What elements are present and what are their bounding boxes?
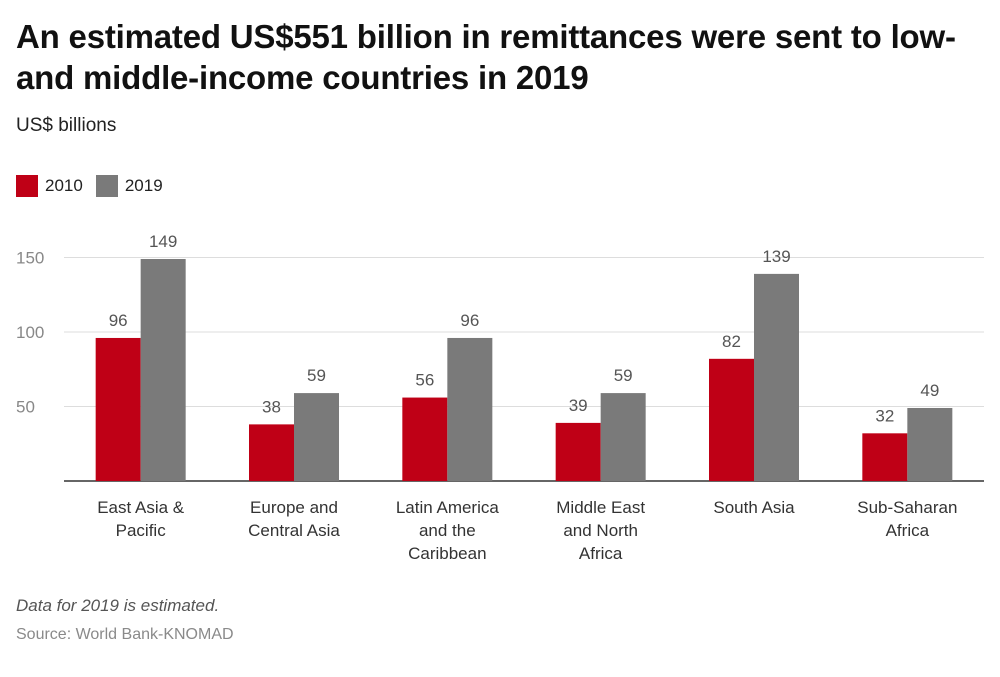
bar-2010-4 [709,358,754,481]
bar-2019-5 [907,407,953,481]
legend-label-2010: 2010 [45,176,83,195]
legend-label-2019: 2019 [124,176,163,195]
y-tick-label-100: 100 [16,323,44,342]
category-label-3-line-1: and North [563,521,638,540]
bar-2019-4 [754,273,799,481]
value-label-2019-3: 59 [614,366,633,385]
y-tick-label-150: 150 [16,249,44,268]
category-label-5-line-1: Africa [886,521,930,540]
value-label-2010-0: 96 [109,311,128,330]
chart-title: An estimated US$551 billion in remittanc… [16,18,956,96]
legend-item-2019: 2019 [95,175,163,197]
value-label-2010-4: 82 [722,332,741,351]
bar-2019-2 [447,337,493,481]
chart-source: Source: World Bank-KNOMAD [16,626,234,643]
category-label-0-line-1: Pacific [116,521,167,540]
value-label-2010-3: 39 [569,396,588,415]
chart-subtitle: US$ billions [16,115,117,136]
category-label-3-line-2: Africa [579,544,623,563]
value-label-2010-5: 32 [875,406,894,425]
y-tick-label-50: 50 [16,398,35,417]
value-label-2019-4: 139 [762,247,790,266]
category-label-4-line-0: South Asia [713,498,795,517]
value-label-2010-1: 38 [262,397,281,416]
category-label-3-line-0: Middle East [556,498,645,517]
legend-swatch-2019 [95,175,118,197]
legend-item-2010: 2010 [16,175,83,197]
legend-swatch-2010 [16,175,38,197]
category-label-0-line-0: East Asia & [97,498,185,517]
value-label-2019-5: 49 [920,381,939,400]
category-label-1-line-1: Central Asia [248,521,340,540]
bar-2010-3 [555,422,601,481]
bar-2010-2 [402,397,448,481]
category-label-5-line-0: Sub-Saharan [857,498,957,517]
bar-2019-3 [600,393,646,481]
legend: 2010 2019 [16,174,176,198]
bar-2010-1 [249,424,294,481]
bar-2010-5 [862,433,908,481]
category-label-2-line-0: Latin America [396,498,500,517]
category-label-1-line-0: Europe and [250,498,338,517]
chart-note: Data for 2019 is estimated. [16,596,220,615]
value-label-2019-0: 149 [149,232,177,251]
bar-2010-0 [95,337,141,481]
bar-chart: 50 100 150 96 149 East Asia & Pacific 38 59 Europ… [16,232,984,563]
bar-2019-1 [294,393,339,481]
category-label-2-line-2: Caribbean [408,544,486,563]
value-label-2019-1: 59 [307,366,326,385]
value-label-2019-2: 96 [460,311,479,330]
category-label-2-line-1: and the [419,521,476,540]
value-label-2010-2: 56 [415,371,434,390]
bar-2019-0 [140,258,186,481]
